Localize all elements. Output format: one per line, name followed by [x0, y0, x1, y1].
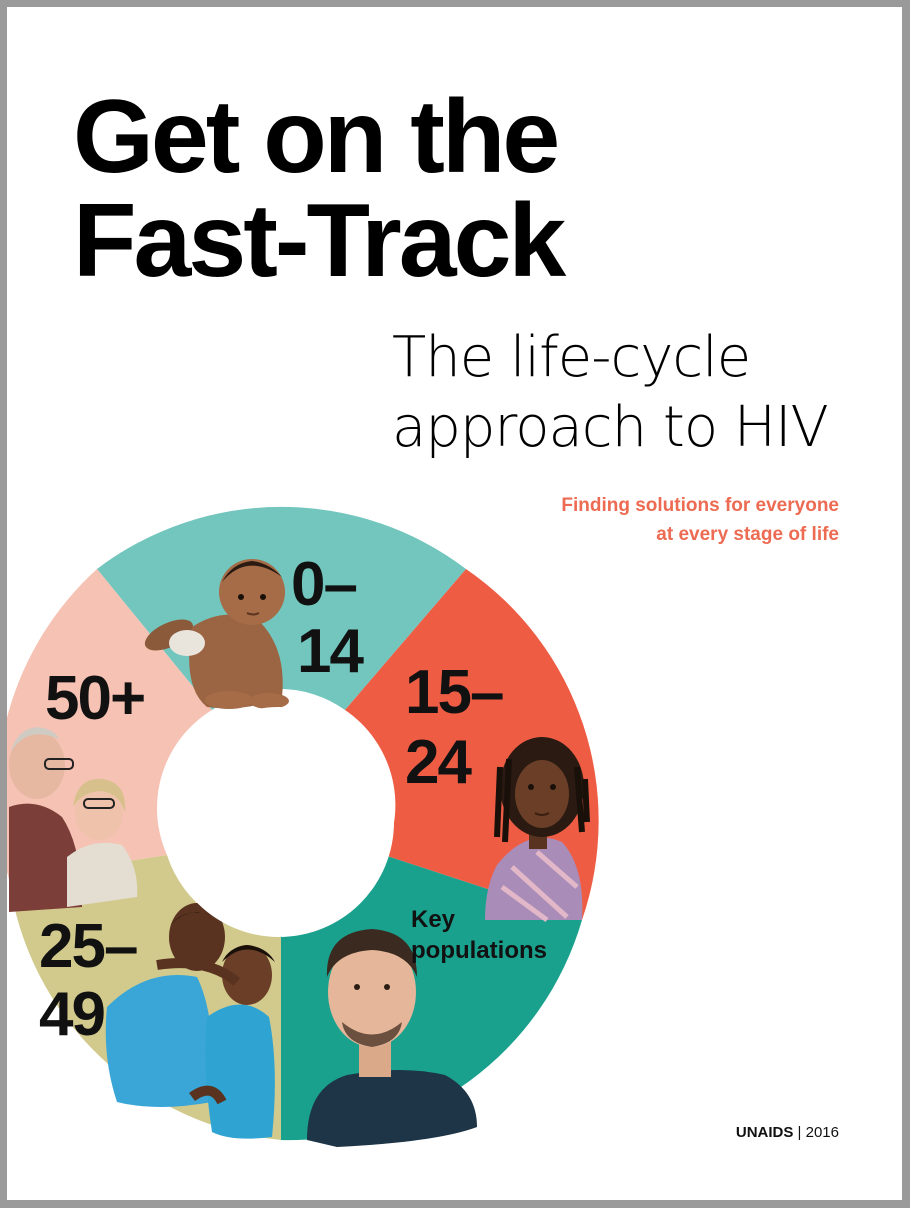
- segment-50-plus: [7, 569, 212, 879]
- tagline-line-2: at every stage of life: [656, 524, 839, 545]
- cover-title: Get on the Fast-Track: [73, 79, 566, 299]
- segment-key-populations: [281, 855, 582, 1141]
- young-man-photo: [307, 929, 477, 1147]
- cover-tagline: Finding solutions for everyone at every …: [561, 491, 839, 549]
- couple-photo: [105, 903, 275, 1139]
- label-0-14-line-2: 14: [297, 617, 364, 686]
- footer-org: UNAIDS: [735, 1124, 794, 1141]
- label-key-populations-line-1: Key: [411, 906, 456, 933]
- cover-title-line-1: Get on the: [73, 79, 560, 195]
- cover-footer: UNAIDS | 2016: [736, 1124, 839, 1141]
- cover-subtitle-line-2: approach to HIV: [392, 395, 829, 460]
- label-25-49-line-2: 49: [39, 980, 104, 1049]
- label-15-24-line-2: 24: [405, 728, 472, 797]
- label-0-14-line-1: 0–: [291, 550, 356, 619]
- footer-separator: |: [797, 1124, 802, 1141]
- cover-subtitle: The life-cycle approach to HIV: [392, 323, 829, 463]
- elderly-couple-photo: [9, 727, 138, 912]
- donut-hole: [164, 707, 394, 937]
- label-50-plus: 50+: [45, 664, 144, 733]
- label-key-populations-line-2: populations: [411, 937, 547, 964]
- cover-subtitle-line-1: The life-cycle: [392, 325, 751, 390]
- label-15-24-line-1: 15–: [405, 658, 503, 727]
- cover-title-line-2: Fast-Track: [73, 183, 566, 299]
- teen-photo: [485, 737, 590, 923]
- segment-labels: 0– 14 15– 24 Key populations 25– 49 50+: [39, 550, 547, 1049]
- label-25-49-line-1: 25–: [39, 912, 137, 981]
- footer-year: 2016: [805, 1124, 839, 1141]
- life-cycle-donut: 0– 14 15– 24 Key populations 25– 49 50+: [7, 506, 599, 1147]
- report-cover: Get on the Fast-Track The life-cycle app…: [7, 7, 902, 1200]
- tagline-line-1: Finding solutions for everyone: [561, 495, 839, 516]
- baby-photo: [144, 559, 289, 709]
